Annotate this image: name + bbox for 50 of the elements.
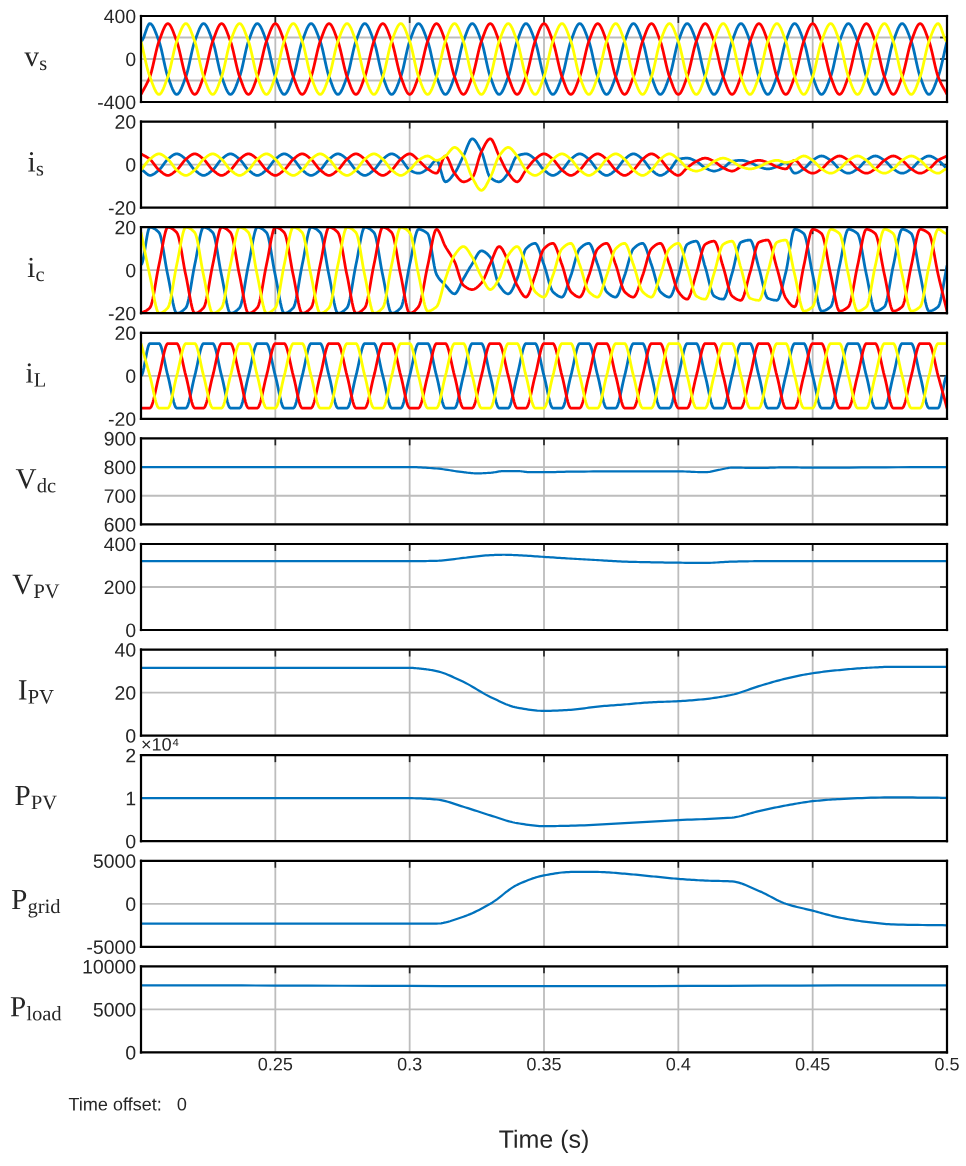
y-tick-label: 800 — [104, 460, 136, 475]
text: ×10⁴ — [142, 737, 179, 751]
x-tick-label: 0.3 — [397, 1057, 422, 1071]
y-tick-label: 0 — [126, 623, 136, 638]
y-tick-label: 0 — [126, 1045, 136, 1060]
y-tick-label: 5000 — [93, 1002, 136, 1017]
y-axis-title: V$_{PV}$ — [12, 574, 60, 599]
x-axis-title: Time (s) — [499, 1129, 588, 1153]
y-tick-label: 900 — [104, 431, 136, 446]
y-tick-label: -20 — [108, 412, 136, 427]
y-axis-title: i$_{c}$ — [27, 257, 44, 282]
x-tick-label: 0.45 — [795, 1057, 830, 1071]
y-tick-label: 0 — [126, 158, 136, 172]
y-tick-label: 0 — [126, 897, 136, 912]
y-tick-label: 0 — [126, 729, 136, 743]
y-tick-label: 200 — [104, 580, 136, 595]
y-tick-label: 0 — [126, 263, 136, 278]
y-tick-label: 1 — [126, 791, 136, 806]
y-tick-label: -20 — [108, 201, 136, 215]
y-axis-title: i$_{L}$ — [26, 363, 46, 387]
y-axis-title: v$_{s}$ — [24, 52, 47, 71]
y-axis-title: P$_{PV}$ — [15, 785, 57, 810]
y-tick-label: 700 — [104, 489, 136, 503]
y-tick-label: 20 — [115, 326, 136, 341]
y-tick-label: 20 — [115, 115, 136, 129]
x-tick-label: 0.5 — [935, 1057, 959, 1071]
y-tick-label: 10000 — [83, 959, 136, 974]
y-tick-label: -20 — [108, 306, 136, 321]
y-tick-label: 5000 — [93, 854, 136, 869]
y-tick-label: 600 — [104, 517, 136, 532]
y-tick-label: 20 — [115, 686, 136, 700]
y-tick-label: -400 — [98, 95, 136, 110]
x-tick-label: 0.4 — [666, 1057, 691, 1071]
y-axis-title: P$_{grid}$ — [11, 889, 61, 918]
x-tick-label: 0.35 — [527, 1057, 561, 1071]
y-tick-label: 0 — [126, 369, 136, 384]
y-tick-label: 0 — [126, 52, 136, 67]
y-axis-title: V$_{dc}$ — [15, 469, 56, 493]
y-tick-label: -5000 — [87, 940, 136, 955]
y-axis-title: I$_{PV}$ — [18, 680, 54, 704]
y-tick-label: 400 — [104, 537, 136, 552]
y-tick-label: 0 — [126, 834, 136, 849]
y-tick-label: 2 — [126, 748, 136, 763]
text: Time offset: 0 — [68, 1097, 187, 1111]
y-axis-title: i$_{s}$ — [28, 152, 44, 176]
y-tick-label: 20 — [115, 220, 136, 235]
x-tick-label: 0.25 — [258, 1057, 293, 1071]
y-tick-label: 40 — [114, 643, 136, 657]
y-tick-label: 400 — [104, 9, 136, 24]
y-axis-title: P$_{load}$ — [10, 997, 62, 1021]
